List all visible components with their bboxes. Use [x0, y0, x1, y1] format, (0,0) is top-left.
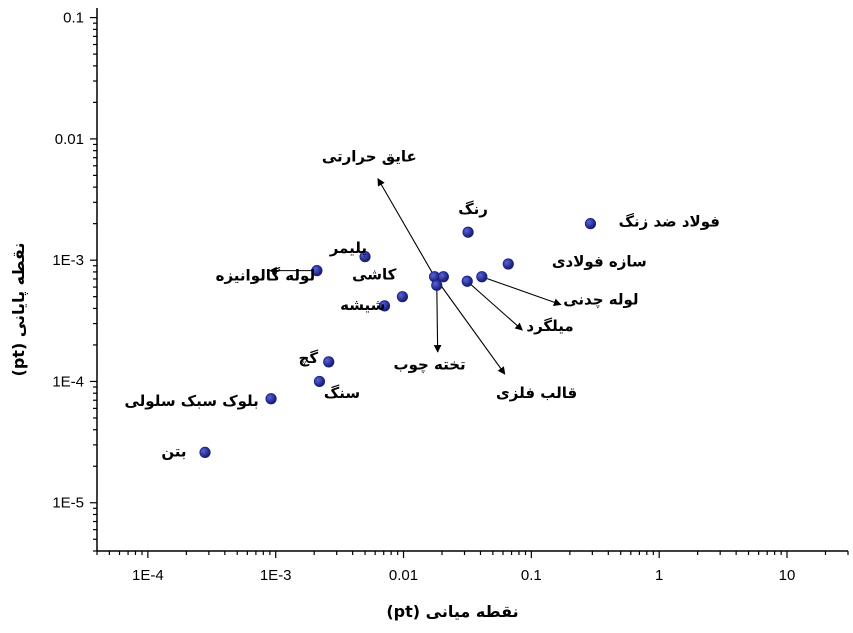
annotation-arrow — [433, 285, 442, 353]
point-label: قالب فلزی — [496, 384, 577, 402]
data-point — [476, 271, 488, 283]
annotation-arrows — [269, 177, 562, 375]
point-label: عایق حرارتی — [322, 148, 417, 166]
point-label: کاشی — [352, 266, 397, 284]
axes: 1E-4 1E-3 0.01 0.1 1 10 1E-5 1E-4 1E-3 0.01 0.1 — [52, 8, 849, 584]
point-labels: بتن بلوک سبک سلولی سنگ گچ شیشه کاشی پلیمر لوله … — [124, 148, 719, 461]
data-point — [431, 279, 443, 291]
x-tick-label: 1 — [655, 567, 663, 584]
data-point — [462, 226, 474, 238]
data-points — [199, 218, 597, 459]
annotation-arrow — [377, 177, 436, 278]
point-label: بتن — [161, 443, 186, 461]
point-label: لوله گالوانیزه — [216, 266, 315, 284]
y-tick-label: 1E-4 — [52, 373, 84, 390]
data-point — [311, 265, 323, 277]
point-label: بلوک سبک سلولی — [124, 392, 258, 410]
x-tick-label: 1E-4 — [132, 567, 164, 584]
data-point — [199, 446, 211, 459]
data-point — [584, 218, 597, 230]
y-axis-title: نقطه پایانی (pt) — [9, 243, 29, 377]
y-tick-label: 0.1 — [63, 10, 84, 27]
point-label: رنگ — [458, 200, 488, 218]
point-label: لوله چدنی — [563, 291, 638, 310]
x-tick-label: 10 — [779, 567, 796, 584]
annotation-arrow — [466, 280, 523, 331]
data-point — [359, 251, 371, 263]
point-label: سازه فولادی — [552, 252, 647, 270]
data-point — [323, 356, 335, 368]
x-axis-title: نقطه میانی (pt) — [386, 602, 518, 621]
annotation-arrow — [434, 276, 506, 375]
y-tick-label: 1E-3 — [52, 252, 84, 269]
point-label: پلیمر — [329, 239, 367, 258]
data-point — [265, 393, 277, 405]
data-point — [461, 275, 473, 287]
data-point — [502, 258, 514, 270]
point-label: گچ — [299, 349, 319, 367]
x-tick-label: 0.01 — [389, 567, 418, 584]
point-label: میلگرد — [526, 317, 573, 335]
point-label: فولاد ضد زنگ — [619, 212, 720, 230]
y-tick-label: 0.01 — [55, 131, 84, 148]
y-tick-label: 1E-5 — [52, 495, 84, 512]
data-point — [396, 291, 409, 303]
data-point — [378, 300, 391, 312]
x-tick-label: 1E-3 — [260, 567, 292, 584]
annotation-arrow — [481, 276, 562, 306]
point-label: سنگ — [324, 384, 360, 402]
point-label: تخته چوب — [394, 356, 466, 375]
data-point — [437, 271, 449, 283]
x-tick-label: 0.1 — [521, 567, 542, 584]
point-label: شیشه — [340, 296, 385, 314]
data-point — [313, 375, 326, 388]
